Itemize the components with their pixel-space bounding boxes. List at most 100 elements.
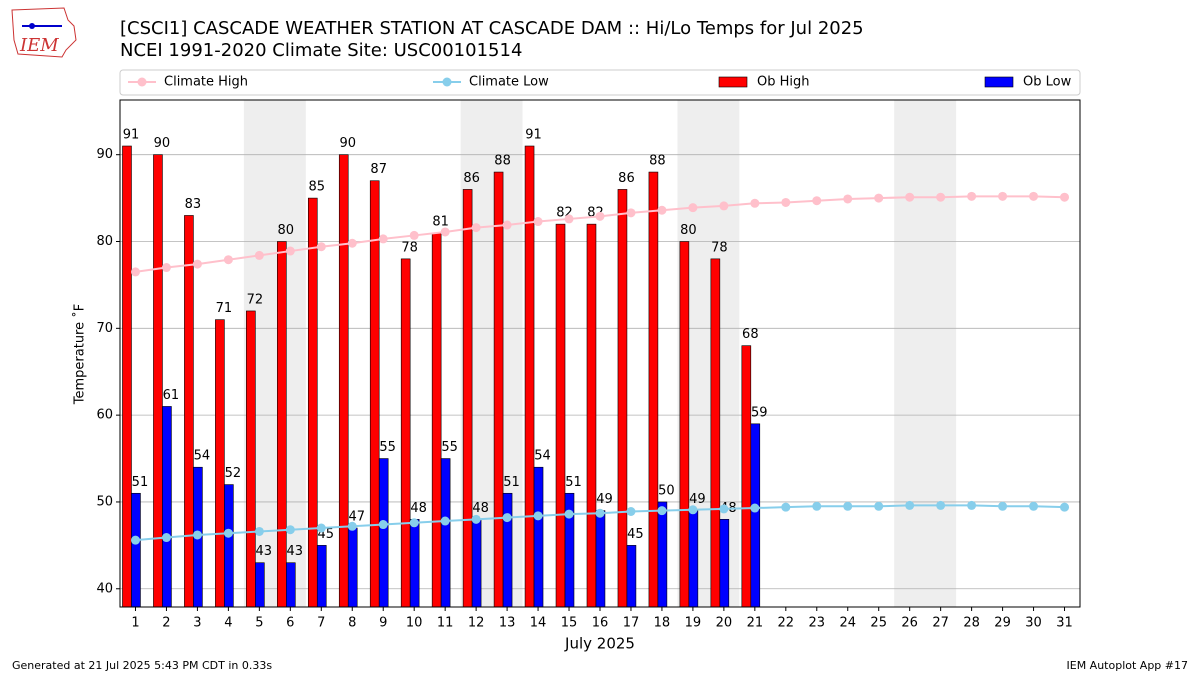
chart-subtitle: NCEI 1991-2020 Climate Site: USC00101514 <box>120 40 522 61</box>
bar <box>215 319 225 608</box>
bar <box>679 241 690 608</box>
legend-swatch <box>137 77 147 87</box>
logo-mark <box>29 23 35 29</box>
climate-point <box>750 503 760 513</box>
bar <box>255 562 265 608</box>
bar <box>462 189 473 608</box>
bar <box>162 406 172 608</box>
bar <box>131 492 141 608</box>
data-label: 88 <box>494 154 511 169</box>
x-tick-label: 16 <box>592 616 609 631</box>
bar <box>626 545 637 608</box>
y-axis-label: Temperature ˚F <box>72 304 88 405</box>
climate-point <box>533 511 543 521</box>
climate-point <box>192 530 202 540</box>
x-tick-label: 10 <box>406 616 423 631</box>
data-label: 48 <box>472 501 489 516</box>
data-label: 49 <box>596 492 613 507</box>
bar <box>617 189 628 608</box>
climate-point <box>192 259 202 269</box>
x-tick-label: 26 <box>901 616 918 631</box>
x-tick-label: 24 <box>839 616 856 631</box>
bar <box>347 527 358 608</box>
x-axis-label: July 2025 <box>564 635 635 653</box>
bar <box>555 223 566 608</box>
climate-point <box>130 535 140 545</box>
x-tick-label: 15 <box>561 616 578 631</box>
climate-point <box>316 523 326 533</box>
bar <box>277 241 287 608</box>
data-label: 91 <box>525 128 542 143</box>
climate-point <box>1029 191 1039 201</box>
bar <box>657 501 668 608</box>
legend-label: Ob Low <box>1023 75 1072 90</box>
climate-point <box>657 205 667 215</box>
climate-point <box>781 197 791 207</box>
climate-point <box>843 501 853 511</box>
x-tick-label: 1 <box>131 616 139 631</box>
climate-point <box>874 501 884 511</box>
x-tick-label: 12 <box>468 616 485 631</box>
bar <box>493 171 504 608</box>
climate-point <box>254 250 264 260</box>
climate-point <box>750 198 760 208</box>
climate-point <box>409 518 419 528</box>
legend-swatch <box>442 77 452 87</box>
y-tick-label: 50 <box>96 494 113 509</box>
climate-point <box>1029 501 1039 511</box>
footer-right: IEM Autoplot App #17 <box>1067 659 1189 672</box>
data-label: 49 <box>689 492 706 507</box>
bar <box>710 258 721 608</box>
x-tick-label: 18 <box>654 616 671 631</box>
climate-point <box>471 223 481 233</box>
climate-point <box>781 502 791 512</box>
bar <box>719 519 730 608</box>
data-label: 83 <box>185 197 202 212</box>
data-label: 90 <box>154 136 171 151</box>
x-tick-label: 20 <box>716 616 733 631</box>
bar <box>648 171 659 608</box>
climate-point <box>471 514 481 524</box>
climate-point <box>564 509 574 519</box>
bar <box>750 423 761 608</box>
logo: IEM <box>11 7 77 58</box>
climate-point <box>967 191 977 201</box>
data-label: 91 <box>123 128 140 143</box>
x-tick-label: 28 <box>963 616 980 631</box>
climate-point <box>812 501 822 511</box>
x-tick-label: 4 <box>224 616 232 631</box>
bar <box>741 345 752 608</box>
bar <box>431 232 442 608</box>
bar <box>400 258 411 608</box>
data-label: 72 <box>247 292 264 307</box>
legend-swatch <box>718 76 748 88</box>
x-tick-label: 19 <box>685 616 702 631</box>
climate-point <box>626 507 636 517</box>
climate-point <box>626 208 636 218</box>
climate-point <box>998 191 1008 201</box>
climate-point <box>936 500 946 510</box>
data-label: 59 <box>751 405 768 420</box>
climate-point <box>719 201 729 211</box>
y-tick-label: 40 <box>96 581 113 596</box>
x-tick-label: 29 <box>994 616 1011 631</box>
x-tick-label: 3 <box>193 616 201 631</box>
climate-point <box>502 513 512 523</box>
x-tick-label: 9 <box>379 616 387 631</box>
bar <box>533 466 544 608</box>
data-label: 51 <box>132 475 149 490</box>
bar <box>586 223 597 608</box>
weekend-shade <box>894 100 957 607</box>
y-tick-label: 80 <box>96 234 113 249</box>
bar <box>316 545 327 608</box>
climate-point <box>502 220 512 230</box>
x-tick-label: 14 <box>530 616 547 631</box>
data-label: 52 <box>225 466 242 481</box>
footer-left: Generated at 21 Jul 2025 5:43 PM CDT in … <box>12 659 272 672</box>
climate-point <box>223 528 233 538</box>
y-tick-label: 70 <box>96 321 113 336</box>
climate-point <box>1060 502 1070 512</box>
climate-point <box>130 267 140 277</box>
bar <box>595 510 606 608</box>
